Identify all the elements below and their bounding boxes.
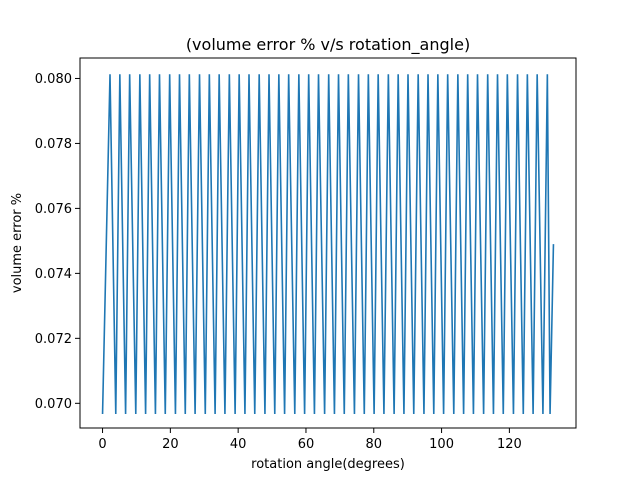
y-tick-label: 0.080 — [35, 72, 72, 87]
x-tick-label: 60 — [298, 437, 315, 452]
y-axis-title: volume error % — [10, 193, 25, 293]
x-tick-label: 40 — [230, 437, 247, 452]
series-layer — [101, 74, 555, 415]
x-axis: 0 20 40 60 80 100 120 — [98, 428, 522, 452]
x-tick-label: 20 — [162, 437, 179, 452]
plot-frame — [79, 57, 577, 429]
x-tick-label: 0 — [98, 437, 106, 452]
chart-title: (volume error % v/s rotation_angle) — [186, 35, 470, 55]
x-tick-label: 80 — [365, 437, 382, 452]
x-tick-label: 100 — [429, 437, 454, 452]
y-axis: 0.070 0.072 0.074 0.076 0.078 0.080 — [35, 72, 80, 412]
series-line-0 — [101, 74, 555, 415]
y-tick-label: 0.070 — [35, 397, 72, 412]
x-axis-title: rotation angle(degrees) — [251, 457, 405, 472]
x-tick-label: 120 — [497, 437, 522, 452]
y-tick-label: 0.074 — [35, 267, 72, 282]
y-tick-label: 0.072 — [35, 332, 72, 347]
y-tick-label: 0.076 — [35, 202, 72, 217]
y-tick-label: 0.078 — [35, 137, 72, 152]
